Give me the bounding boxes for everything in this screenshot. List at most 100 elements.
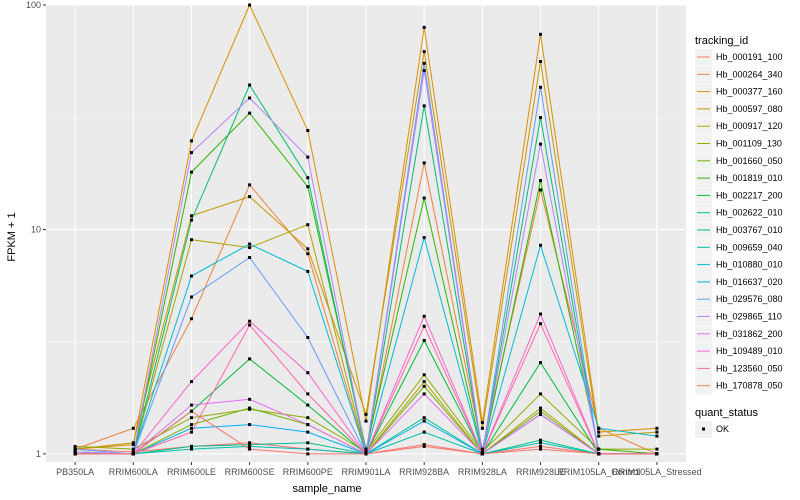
legend: tracking_id Hb_000191_100 Hb_000264_340 Hb… [695, 35, 783, 438]
data-point [422, 50, 426, 54]
legend-label: Hb_000597_080 [716, 104, 783, 114]
x-axis-ticks: PB350LA RRIM600LA RRIM600LE RRIM600SE RRIM60… [56, 462, 702, 477]
data-point [539, 412, 542, 416]
data-point [248, 319, 252, 323]
data-point [306, 430, 310, 434]
legend-label: Hb_016637_020 [716, 277, 783, 287]
data-point [190, 409, 193, 413]
data-point [306, 371, 310, 375]
data-point [597, 447, 601, 451]
data-point [306, 403, 310, 407]
data-point [539, 116, 542, 120]
legend-label: Hb_001109_130 [716, 139, 782, 149]
data-point [422, 444, 426, 448]
data-point [422, 419, 426, 423]
data-point [306, 252, 310, 256]
data-point [539, 438, 542, 442]
data-point [539, 447, 542, 451]
data-point [306, 441, 310, 445]
data-point [190, 238, 193, 242]
data-point [539, 60, 542, 63]
data-point [73, 450, 77, 454]
legend-label: Hb_109489_010 [716, 346, 783, 356]
legend-item: Hb_029865_110 [695, 308, 782, 326]
legend-item: Hb_001109_130 [695, 135, 782, 153]
data-point [248, 423, 252, 427]
shape-legend-title: quant_status [695, 407, 758, 419]
data-point [248, 397, 252, 401]
data-point [248, 3, 252, 7]
data-point [364, 447, 368, 451]
data-point [248, 111, 252, 115]
data-point [539, 312, 542, 316]
data-point [480, 421, 484, 424]
data-point [539, 409, 542, 413]
legend-item: Hb_000597_080 [695, 100, 783, 118]
data-point [539, 188, 542, 192]
data-point [306, 129, 310, 132]
data-point [539, 322, 542, 326]
data-point [248, 183, 252, 187]
legend-item: Hb_109489_010 [695, 343, 783, 361]
data-point [364, 450, 368, 454]
data-point [539, 179, 542, 183]
data-point [655, 430, 659, 434]
data-point [190, 447, 193, 451]
data-point [539, 142, 542, 146]
data-point [306, 416, 310, 420]
data-point [190, 274, 193, 278]
data-point [248, 246, 252, 250]
legend-label: Hb_170878_050 [716, 381, 783, 391]
shape-legend-item: OK [695, 421, 729, 438]
x-tick-label: RRIM928LA [458, 467, 507, 477]
data-point [422, 380, 426, 384]
data-point [190, 218, 193, 222]
data-point [655, 447, 659, 451]
data-point [306, 447, 310, 451]
legend-item: Hb_016637_020 [695, 273, 783, 291]
legend-item: Hb_009659_040 [695, 239, 783, 257]
data-point [190, 423, 193, 427]
data-point [480, 452, 484, 456]
data-point [539, 361, 542, 365]
x-tick-label: RRIM105LA_Stressed [612, 467, 702, 477]
legend-label: Hb_000377_160 [716, 87, 783, 97]
data-point [131, 426, 135, 430]
legend-label: Hb_000264_340 [716, 69, 783, 79]
legend-label: Hb_001819_010 [716, 173, 783, 183]
legend-item: Hb_000264_340 [695, 66, 783, 84]
data-point [422, 339, 426, 342]
x-tick-label: RRIM600PE [283, 467, 333, 477]
data-point [190, 380, 193, 384]
data-point [422, 196, 426, 200]
data-point [480, 426, 484, 430]
data-point [190, 214, 193, 218]
legend-label: Hb_010880_010 [716, 260, 783, 270]
data-point [422, 61, 426, 65]
data-point [655, 426, 659, 430]
data-point [73, 447, 77, 451]
data-point [190, 295, 193, 299]
data-point [248, 195, 252, 199]
data-point [306, 185, 310, 189]
x-tick-label: RRIM928BA [399, 467, 449, 477]
y-axis-ticks: 1 10 100 [26, 0, 46, 459]
legend-item: Hb_001819_010 [695, 170, 783, 188]
data-point [364, 412, 368, 416]
data-point [539, 444, 542, 448]
y-tick-label: 100 [26, 0, 41, 10]
legend-item: Hb_170878_050 [695, 377, 783, 395]
data-point [248, 357, 252, 361]
data-point [190, 430, 193, 434]
data-point [306, 423, 310, 427]
shape-legend-label: OK [716, 424, 729, 434]
data-point [306, 223, 310, 227]
data-point [306, 155, 310, 159]
data-point [248, 447, 252, 451]
data-point [422, 373, 426, 377]
legend-item: Hb_002622_010 [695, 204, 783, 222]
data-point [190, 139, 193, 143]
data-point [539, 392, 542, 396]
data-point [539, 441, 542, 445]
legend-item: Hb_031862_200 [695, 325, 783, 343]
